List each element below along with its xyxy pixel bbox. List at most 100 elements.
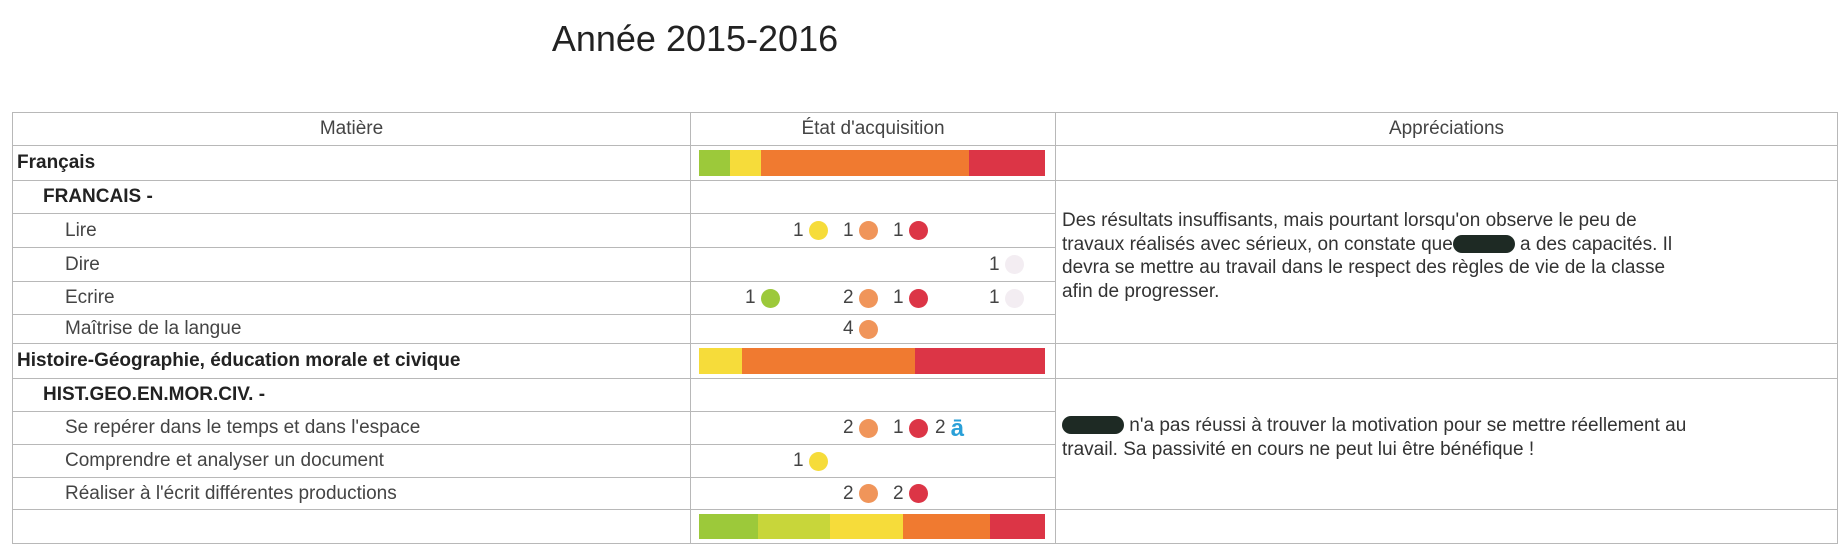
subject-label: Ecrire: [12, 281, 691, 315]
skill-row: Comprendre et analyser un document 1: [12, 444, 1838, 478]
skill-row: Ecrire 1 2 1 1: [12, 281, 1838, 315]
header-acquisition: État d'acquisition: [690, 112, 1056, 146]
appreciation-cell: [1055, 509, 1838, 544]
mark-count: 1: [893, 287, 904, 308]
skill-row: Dire 1: [12, 247, 1838, 282]
acquisition-mark-yellow: 1: [793, 220, 828, 242]
mark-count: 1: [843, 219, 854, 241]
acquisition-cell: [690, 509, 1056, 544]
acquisition-mark-yellow: 1: [793, 450, 828, 472]
level-dot-icon: [858, 319, 878, 339]
acquisition-mark-not_evaluated: 1: [989, 254, 1024, 276]
bar-segment-orange: [761, 150, 969, 176]
acquisition-mark-orange: 2: [843, 287, 878, 309]
subject-label: Comprendre et analyser un document: [12, 444, 691, 478]
level-dot-icon: [858, 221, 878, 240]
acquisition-bar: [699, 348, 1045, 374]
bar-segment-red: [968, 150, 1045, 176]
appreciation-text: afin de progresser.: [1062, 280, 1220, 302]
bar-segment-orange: [903, 514, 990, 539]
redacted-name: [1062, 416, 1124, 434]
appreciation-text: devra se mettre au travail dans le respe…: [1062, 257, 1666, 278]
appreciation-text: travail. Sa passivité en cours ne peut l…: [1062, 438, 1535, 460]
bar-segment-yellow: [730, 150, 762, 176]
acquisition-cell: [690, 145, 1056, 181]
acquisition-cell: 1: [690, 247, 1056, 282]
mark-count: 2: [843, 287, 854, 308]
acquisition-cell: [690, 378, 1056, 412]
bar-segment-light_green: [757, 514, 831, 539]
skill-row: Lire 1 1 1: [12, 213, 1838, 248]
mark-count: 1: [745, 287, 756, 308]
mark-count: 1: [989, 287, 1000, 308]
acquisition-mark-orange: 2: [843, 483, 878, 505]
subject-label: HIST.GEO.EN.MOR.CIV. -: [12, 378, 691, 412]
table-header-row: Matière État d'acquisition Appréciations: [12, 112, 1838, 146]
appreciation-cell: Des résultats insuffisants, mais pourtan…: [1055, 180, 1838, 344]
subject-label: Lire: [12, 213, 691, 248]
mark-count: 1: [893, 219, 904, 241]
acquisition-mark-red: 2: [893, 483, 928, 505]
acquisition-cell: 1 2 1 1: [690, 281, 1056, 315]
level-dot-icon: [858, 418, 878, 438]
acquisition-mark-green: 1: [745, 287, 780, 309]
acquisition-cell: 1 1 1: [690, 213, 1056, 248]
appreciation-cell: [1055, 145, 1838, 181]
mark-count: 4: [843, 318, 854, 339]
acquisition-bar: [699, 514, 1045, 539]
level-dot-icon: [908, 418, 928, 438]
acquisition-mark-not_evaluated: 1: [989, 287, 1024, 309]
appreciation-cell: n'a pas réussi à trouver la motivation p…: [1055, 378, 1838, 510]
subject-label: Histoire-Géographie, éducation morale et…: [12, 343, 691, 379]
bar-segment-red: [915, 348, 1045, 374]
bar-segment-green: [699, 150, 731, 176]
level-dot-icon: [858, 484, 878, 503]
report-table: Matière État d'acquisition Appréciations…: [12, 112, 1838, 544]
header-comments: Appréciations: [1055, 112, 1838, 146]
appreciation-text: travaux réalisés avec sérieux, on consta…: [1062, 233, 1453, 255]
skill-row: Maîtrise de la langue 4: [12, 314, 1838, 344]
bar-segment-yellow: [699, 348, 743, 374]
level-dot-icon: [808, 451, 828, 471]
acquisition-cell: 4: [690, 314, 1056, 344]
mark-count: 1: [893, 417, 904, 438]
acquisition-mark-orange: 1: [843, 220, 878, 242]
absent-icon: ā: [950, 414, 964, 442]
acquisition-cell: 1: [690, 444, 1056, 478]
acquisition-mark-red: 1: [893, 287, 928, 309]
mark-count: 2: [843, 417, 854, 438]
subject-label: FRANCAIS -: [12, 180, 691, 214]
level-dot-icon: [908, 484, 928, 503]
acquisition-bar: [699, 150, 1045, 176]
subject-row: Français: [12, 145, 1838, 181]
subject-label: Réaliser à l'écrit différentes productio…: [12, 477, 691, 510]
level-dot-icon: [1004, 255, 1024, 274]
header-subject: Matière: [12, 112, 691, 146]
acquisition-mark-red: 1: [893, 220, 928, 242]
subject-label: Se repérer dans le temps et dans l'espac…: [12, 411, 691, 445]
acquisition-cell: [690, 343, 1056, 379]
appreciation-cell: [1055, 343, 1838, 379]
subject-group-row: HIST.GEO.EN.MOR.CIV. - n'a pas réussi à …: [12, 378, 1838, 510]
mark-count: 2: [935, 417, 946, 438]
subject-label: [12, 509, 691, 544]
level-dot-icon: [908, 221, 928, 240]
subject-label: Français: [12, 145, 691, 181]
mark-count: 1: [793, 219, 804, 241]
subject-row: [12, 509, 1838, 544]
acquisition-cell: [690, 180, 1056, 214]
subject-label: Dire: [12, 247, 691, 282]
level-dot-icon: [808, 221, 828, 240]
mark-count: 2: [843, 482, 854, 504]
bar-segment-yellow: [830, 514, 904, 539]
appreciation-text: Des résultats insuffisants, mais pourtan…: [1062, 210, 1637, 231]
subject-label: Maîtrise de la langue: [12, 314, 691, 344]
level-dot-icon: [1004, 288, 1024, 308]
acquisition-mark-red: 1: [893, 417, 928, 439]
mark-count: 1: [989, 253, 1000, 275]
mark-count: 1: [793, 450, 804, 471]
subject-row: Histoire-Géographie, éducation morale et…: [12, 343, 1838, 379]
level-dot-icon: [908, 288, 928, 308]
